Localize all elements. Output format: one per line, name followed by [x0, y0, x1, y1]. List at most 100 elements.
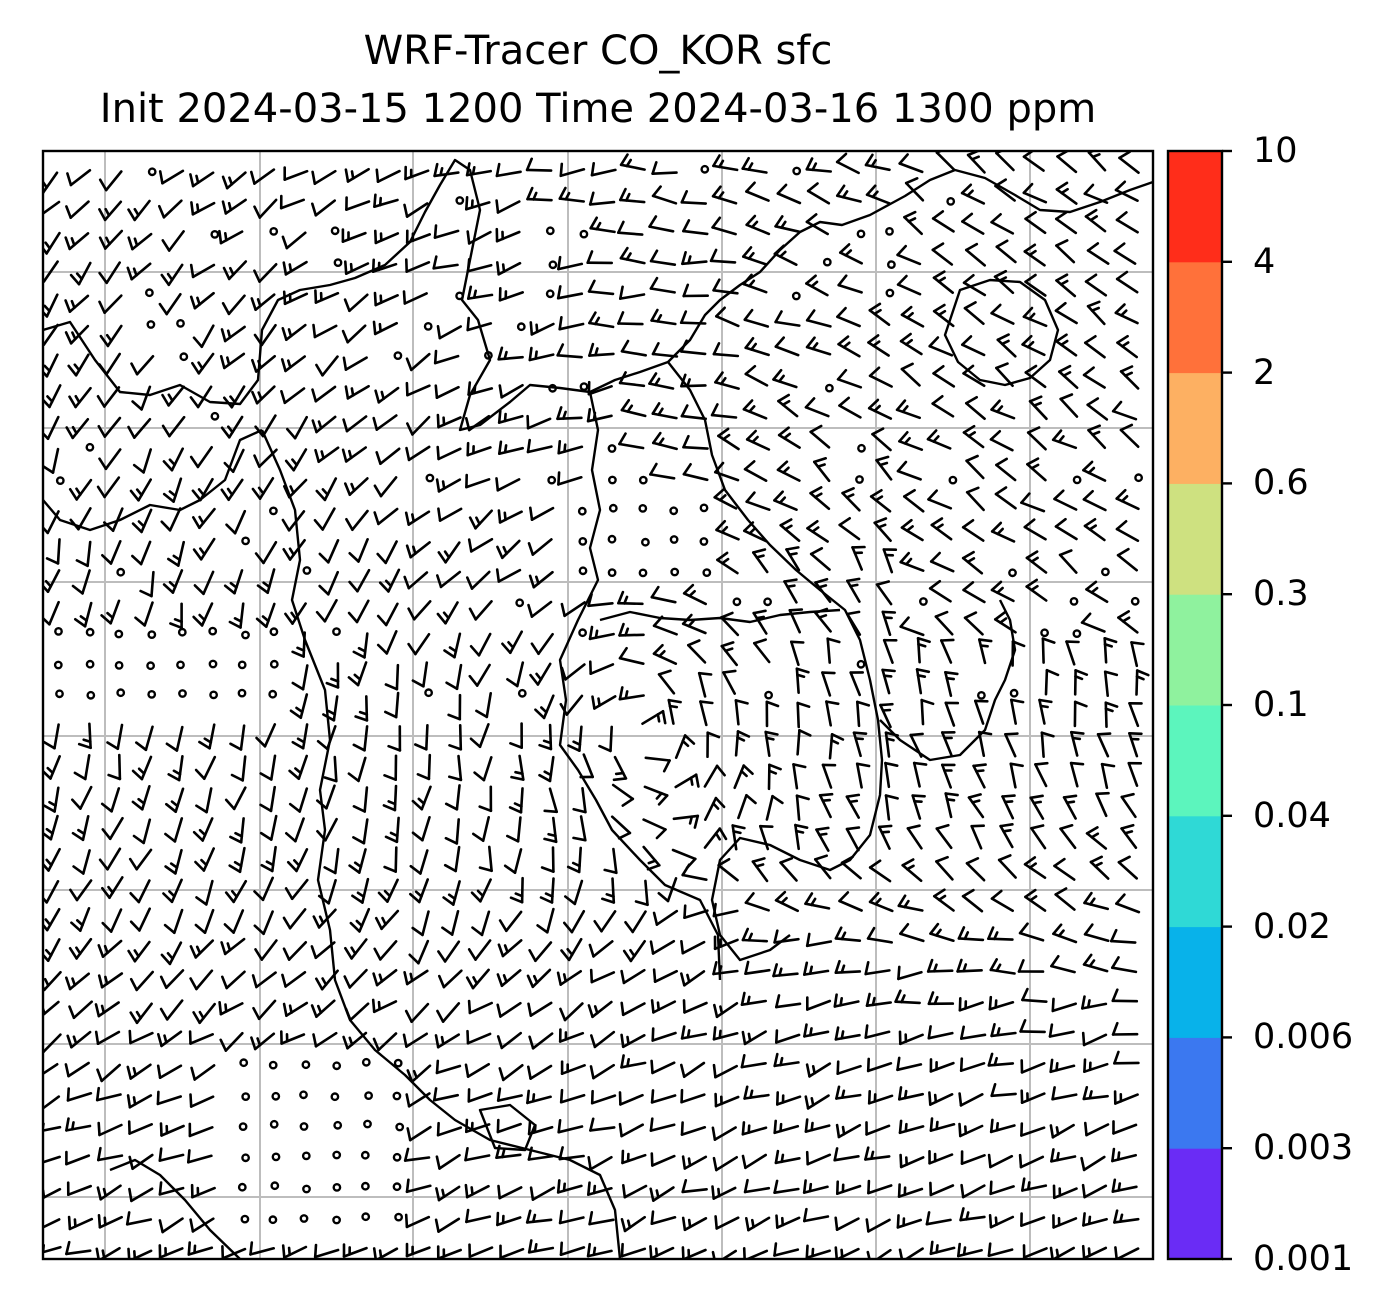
wind-barb	[1055, 273, 1077, 298]
wind-barb	[560, 1060, 586, 1075]
wind-barb	[344, 1002, 370, 1022]
wind-barb	[686, 639, 707, 664]
calm-wind-marker	[179, 352, 189, 362]
wind-barb	[875, 580, 893, 606]
wind-barb	[43, 260, 59, 283]
wind-barb	[1050, 1148, 1077, 1163]
wind-barb	[896, 460, 922, 481]
wind-barb	[348, 568, 371, 593]
wind-barb	[405, 1178, 432, 1194]
wind-barb	[835, 1123, 862, 1139]
wind-barb	[734, 730, 751, 757]
wind-barb	[536, 907, 555, 934]
wind-barb	[405, 229, 432, 245]
wind-barb	[557, 1119, 584, 1134]
calm-wind-marker	[332, 1215, 341, 1225]
wind-barb	[1050, 954, 1076, 974]
wind-barb	[527, 600, 553, 618]
wind-barb	[1073, 700, 1088, 728]
wind-barb	[43, 231, 61, 255]
wind-barb	[128, 1029, 154, 1045]
wind-barb	[713, 487, 738, 510]
wind-barb	[165, 725, 184, 752]
wind-barb	[434, 1217, 461, 1233]
wind-barb	[925, 1211, 952, 1226]
wind-barb	[714, 1092, 740, 1108]
wind-barb	[372, 1032, 398, 1052]
wind-barb	[1080, 1155, 1106, 1172]
wind-barb	[465, 1208, 492, 1224]
wind-barb	[495, 162, 522, 178]
wind-barb	[159, 999, 184, 1021]
wind-barb	[1069, 761, 1085, 788]
calm-wind-marker	[116, 567, 126, 577]
wind-barb	[940, 730, 956, 757]
wind-barb	[527, 1120, 554, 1136]
wind-barb	[740, 1054, 767, 1069]
wind-barb	[530, 632, 554, 656]
wind-barb	[218, 1000, 244, 1016]
wind-barb	[465, 570, 491, 590]
wind-barb	[674, 734, 696, 760]
wind-barb	[64, 232, 90, 251]
wind-barb	[384, 663, 400, 691]
wind-barb	[69, 261, 92, 286]
wind-barb	[345, 509, 369, 532]
wind-barb	[743, 1085, 770, 1100]
wind-barb	[901, 858, 923, 883]
wind-barb	[712, 278, 739, 295]
wind-barb	[447, 693, 462, 721]
wind-barb	[407, 632, 431, 656]
wind-barb	[259, 754, 277, 781]
wind-barb	[649, 1117, 676, 1132]
wind-barb	[344, 384, 370, 400]
wind-barb	[71, 569, 91, 595]
wind-barb	[71, 785, 93, 810]
wind-barb	[1111, 956, 1138, 974]
wind-barb	[651, 431, 678, 451]
wind-barb	[288, 787, 309, 813]
wind-barb	[1051, 429, 1078, 450]
wind-barb	[944, 701, 960, 727]
colorbar-segment	[1168, 926, 1222, 1038]
calm-wind-marker	[271, 1091, 281, 1101]
wind-barb	[1018, 1153, 1045, 1169]
wind-barb	[1049, 1123, 1075, 1139]
wind-barb	[43, 447, 60, 474]
wind-barb	[1062, 794, 1078, 820]
wind-barb	[989, 1180, 1015, 1196]
wind-barb	[529, 1186, 556, 1201]
wind-barb	[900, 305, 925, 328]
wind-barb	[289, 693, 309, 720]
wind-barb	[1082, 489, 1107, 512]
calm-wind-marker	[638, 475, 648, 485]
wind-barb	[960, 335, 986, 357]
wind-barb	[1085, 580, 1109, 604]
wind-barb	[498, 910, 523, 933]
wind-barb	[1024, 888, 1047, 912]
wind-barb	[733, 764, 754, 790]
wind-barb	[618, 646, 645, 666]
wind-barb	[310, 199, 337, 217]
wind-barb	[556, 406, 583, 421]
wind-barb	[68, 937, 93, 960]
wind-barb	[286, 847, 309, 873]
wind-barb	[73, 753, 91, 781]
calm-wind-marker	[332, 627, 341, 636]
wind-barb	[408, 878, 430, 904]
wind-barb	[911, 794, 926, 820]
wind-barb	[1114, 303, 1139, 325]
wind-barb	[372, 968, 398, 987]
wind-barb	[467, 1088, 493, 1103]
wind-barb	[314, 289, 340, 304]
wind-barb	[1059, 393, 1079, 418]
wind-barb	[445, 663, 463, 691]
wind-barb	[96, 1184, 122, 1201]
wind-barb	[444, 818, 461, 845]
calm-wind-marker	[332, 1061, 342, 1071]
wind-barb	[468, 509, 494, 530]
wind-barb	[977, 730, 993, 758]
colorbar-tick-label: 0.1	[1253, 685, 1309, 725]
wind-barb	[126, 1063, 152, 1080]
calm-wind-marker	[393, 351, 403, 360]
